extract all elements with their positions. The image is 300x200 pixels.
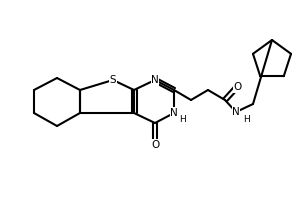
Text: O: O <box>234 82 242 92</box>
Text: H: H <box>243 116 249 124</box>
Text: H: H <box>180 116 186 124</box>
Text: O: O <box>151 140 159 150</box>
Text: N: N <box>151 75 159 85</box>
Text: N: N <box>232 107 240 117</box>
Text: S: S <box>110 75 116 85</box>
Text: N: N <box>170 108 178 118</box>
